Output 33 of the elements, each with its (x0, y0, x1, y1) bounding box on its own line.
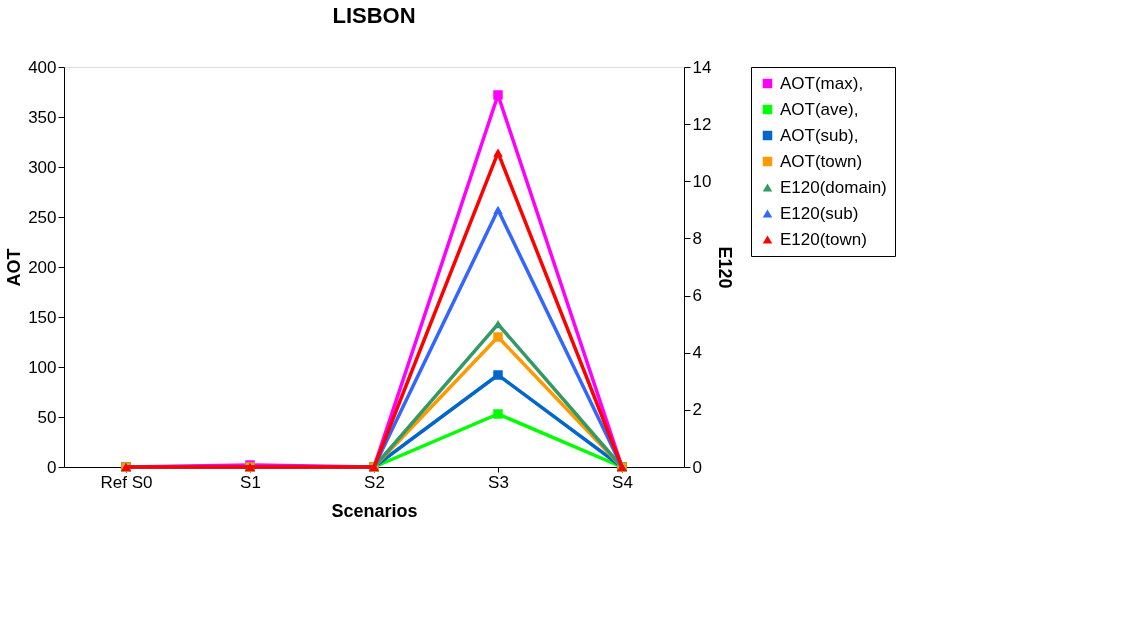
y2-tick-label: 8 (692, 228, 702, 248)
y-tick-label: 0 (47, 457, 57, 477)
x-tick-label: S3 (488, 472, 509, 492)
y2-tick-label: 12 (692, 114, 712, 134)
legend-label: AOT(ave), (780, 99, 859, 119)
x-tick-label: S1 (240, 472, 261, 492)
y-tick-label: 50 (37, 407, 57, 427)
legend-label: E120(domain) (780, 177, 887, 197)
legend-label: AOT(max), (780, 73, 864, 93)
legend-label: AOT(sub), (780, 125, 859, 145)
legend-label: E120(sub) (780, 203, 859, 223)
y2-tick-label: 14 (692, 57, 712, 77)
y2-tick-label: 4 (692, 343, 702, 363)
chart-title: LISBON (332, 3, 416, 28)
y-tick-label: 150 (28, 307, 57, 327)
y2-tick-label: 10 (692, 171, 712, 191)
y-tick-label: 300 (28, 157, 57, 177)
y-axis-title: AOT (4, 248, 25, 287)
y-tick-label: 100 (28, 357, 57, 377)
x-tick-label: Ref S0 (100, 472, 153, 492)
y2-tick-label: 0 (692, 457, 702, 477)
y-tick-label: 350 (28, 107, 57, 127)
x-tick-label: S4 (612, 472, 633, 492)
y2-tick-label: 6 (692, 286, 702, 306)
x-axis-title: Scenarios (331, 500, 418, 521)
y-tick-label: 250 (28, 207, 57, 227)
x-tick-label: S2 (364, 472, 385, 492)
y-tick-label: 400 (28, 57, 57, 77)
legend-label: E120(town) (780, 229, 867, 249)
y2-axis-title: E120 (715, 246, 736, 289)
y2-tick-label: 2 (692, 400, 702, 420)
y-tick-label: 200 (28, 257, 57, 277)
legend-label: AOT(town) (780, 151, 863, 171)
